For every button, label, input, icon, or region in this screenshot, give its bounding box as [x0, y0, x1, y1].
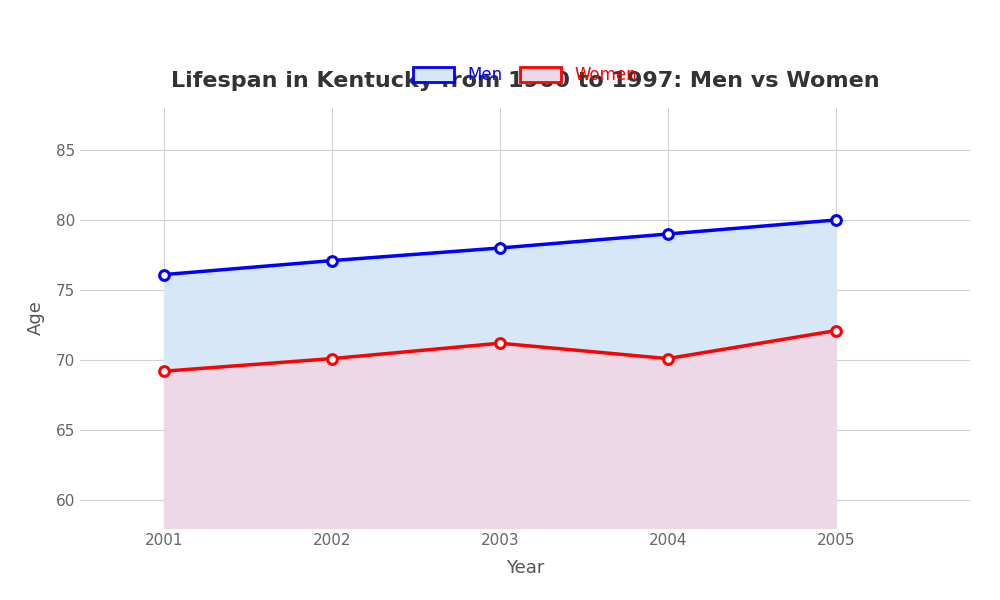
Title: Lifespan in Kentucky from 1960 to 1997: Men vs Women: Lifespan in Kentucky from 1960 to 1997: … — [171, 71, 879, 91]
Legend: Men, Women: Men, Women — [413, 66, 637, 84]
Y-axis label: Age: Age — [27, 301, 45, 335]
X-axis label: Year: Year — [506, 559, 544, 577]
